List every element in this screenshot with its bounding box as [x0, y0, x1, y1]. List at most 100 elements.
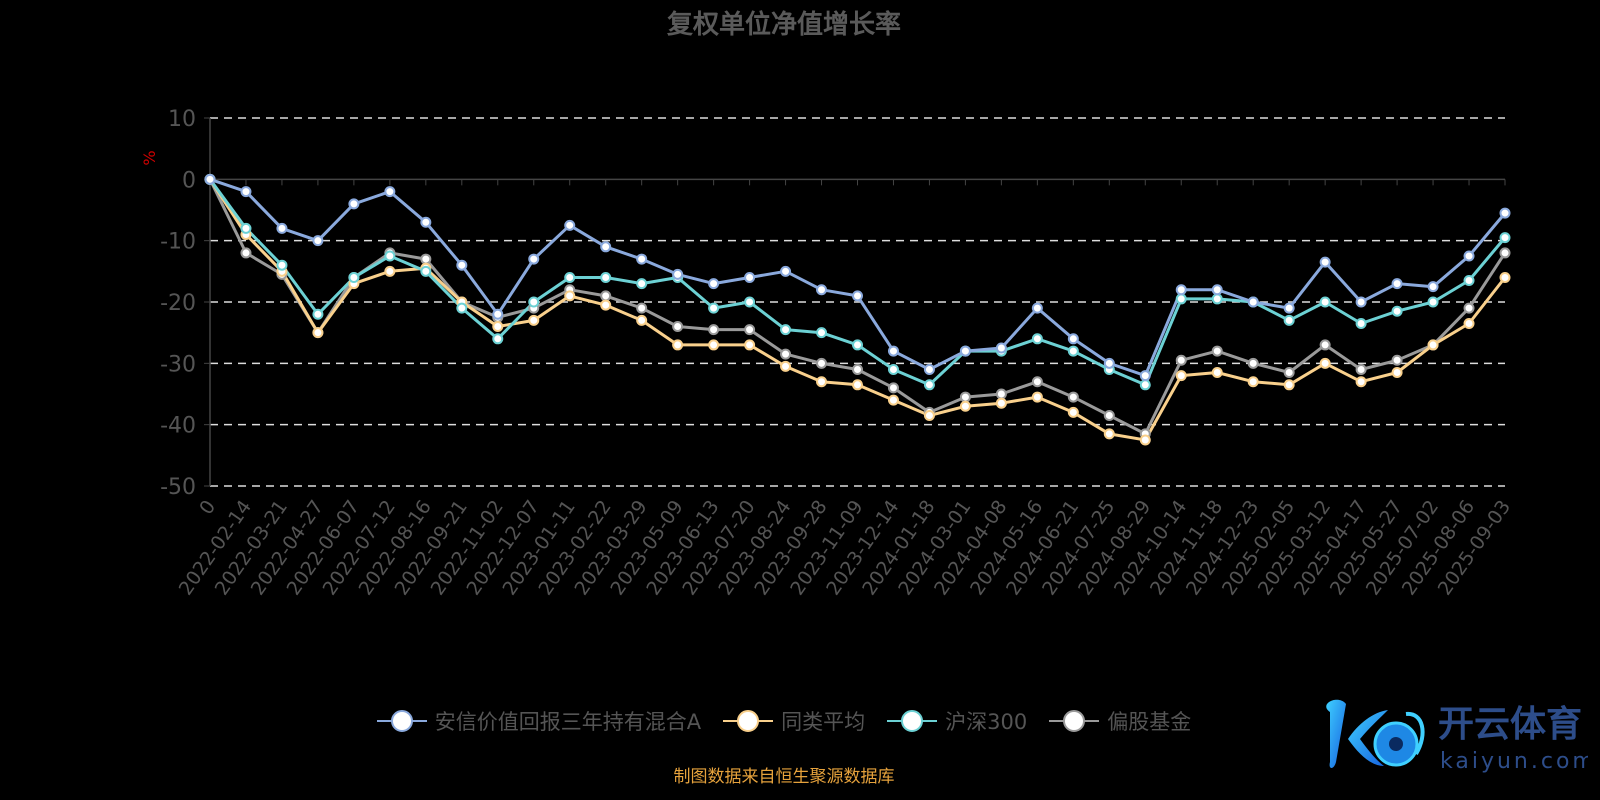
data-point — [1391, 305, 1403, 317]
y-tick-label: -50 — [160, 475, 196, 500]
data-point — [816, 327, 828, 339]
data-point — [384, 250, 396, 262]
data-point — [204, 173, 216, 185]
data-point — [1355, 376, 1367, 388]
data-point — [1247, 357, 1259, 369]
data-point — [384, 186, 396, 198]
data-point — [959, 391, 971, 403]
series-line-3 — [208, 178, 1507, 436]
data-point — [420, 216, 432, 228]
data-point — [456, 259, 468, 271]
data-point — [1499, 271, 1511, 283]
data-point — [1463, 317, 1475, 329]
data-point — [1391, 354, 1403, 366]
data-point — [636, 253, 648, 265]
data-point — [456, 302, 468, 314]
data-point — [1211, 293, 1223, 305]
data-point — [780, 348, 792, 360]
data-point — [1175, 284, 1187, 296]
data-point — [1319, 357, 1331, 369]
data-point — [852, 363, 863, 375]
y-tick-label: 10 — [168, 107, 196, 132]
data-point — [1175, 354, 1187, 366]
data-point — [528, 314, 540, 326]
data-point — [995, 397, 1007, 409]
data-point — [1319, 339, 1331, 351]
legend-label: 偏股基金 — [1107, 710, 1192, 734]
data-point — [744, 296, 756, 308]
data-point — [636, 314, 648, 326]
data-point — [887, 394, 899, 406]
data-point — [1283, 314, 1295, 326]
data-point — [1031, 391, 1043, 403]
data-point — [708, 339, 720, 351]
data-point — [600, 241, 612, 253]
data-point — [1355, 363, 1367, 375]
data-point — [708, 302, 720, 314]
data-point — [672, 321, 684, 333]
data-point — [708, 324, 720, 336]
data-point — [1139, 370, 1151, 382]
legend-label: 同类平均 — [781, 710, 866, 734]
data-point — [1463, 250, 1475, 262]
data-point — [1427, 281, 1439, 293]
legend-item-equity-funds[interactable]: 偏股基金 — [1049, 706, 1191, 736]
data-point — [1031, 333, 1043, 345]
data-point — [1355, 296, 1367, 308]
data-point — [887, 363, 899, 375]
data-point — [528, 253, 540, 265]
line-chart: 100-10-20-30-40-50%02022-02-142022-03-21… — [140, 107, 1515, 599]
data-point — [1463, 275, 1475, 287]
data-point — [852, 339, 863, 351]
data-point — [1103, 357, 1115, 369]
data-point — [312, 308, 324, 320]
data-point — [312, 235, 324, 247]
data-point — [1031, 376, 1043, 388]
data-point — [708, 278, 720, 290]
data-point — [744, 339, 756, 351]
data-point — [816, 284, 828, 296]
data-point — [1319, 296, 1331, 308]
data-point — [1499, 207, 1511, 219]
data-point — [528, 296, 540, 308]
data-point — [923, 379, 935, 391]
legend-marker-icon — [723, 710, 774, 732]
data-point — [923, 409, 935, 421]
data-point — [636, 302, 648, 314]
data-point — [1211, 345, 1223, 357]
data-point — [1247, 296, 1259, 308]
legend-item-fund[interactable]: 安信价值回报三年持有混合A — [376, 706, 701, 736]
source-note: 制图数据来自恒生聚源数据库 — [673, 767, 895, 787]
svg-text:开云体育: 开云体育 — [1438, 704, 1582, 745]
data-point — [492, 333, 504, 345]
data-point — [1067, 345, 1079, 357]
chart-title: 复权单位净值增长率 — [666, 10, 901, 40]
legend: 安信价值回报三年持有混合A 同类平均 沪深300 偏股基金 — [0, 706, 1568, 736]
data-point — [1319, 256, 1331, 268]
data-point — [672, 268, 684, 280]
data-point — [1499, 232, 1511, 244]
data-point — [923, 363, 935, 375]
y-tick-label: -40 — [160, 414, 196, 439]
data-point — [636, 278, 648, 290]
data-point — [780, 324, 792, 336]
y-axis-label: % — [140, 150, 159, 165]
legend-item-peer-average[interactable]: 同类平均 — [723, 706, 865, 736]
data-point — [780, 360, 792, 372]
data-point — [564, 219, 576, 231]
y-tick-label: -20 — [160, 291, 196, 316]
data-point — [1067, 333, 1079, 345]
data-point — [1103, 409, 1115, 421]
y-tick-label: 0 — [182, 168, 196, 193]
legend-marker-icon — [887, 710, 938, 732]
data-point — [1139, 434, 1151, 446]
data-point — [1391, 278, 1403, 290]
legend-item-csi300[interactable]: 沪深300 — [887, 706, 1027, 736]
data-point — [744, 324, 756, 336]
data-point — [1283, 367, 1295, 379]
data-point — [744, 271, 756, 283]
data-point — [852, 290, 863, 302]
data-point — [348, 271, 360, 283]
data-point — [564, 271, 576, 283]
data-point — [816, 357, 828, 369]
